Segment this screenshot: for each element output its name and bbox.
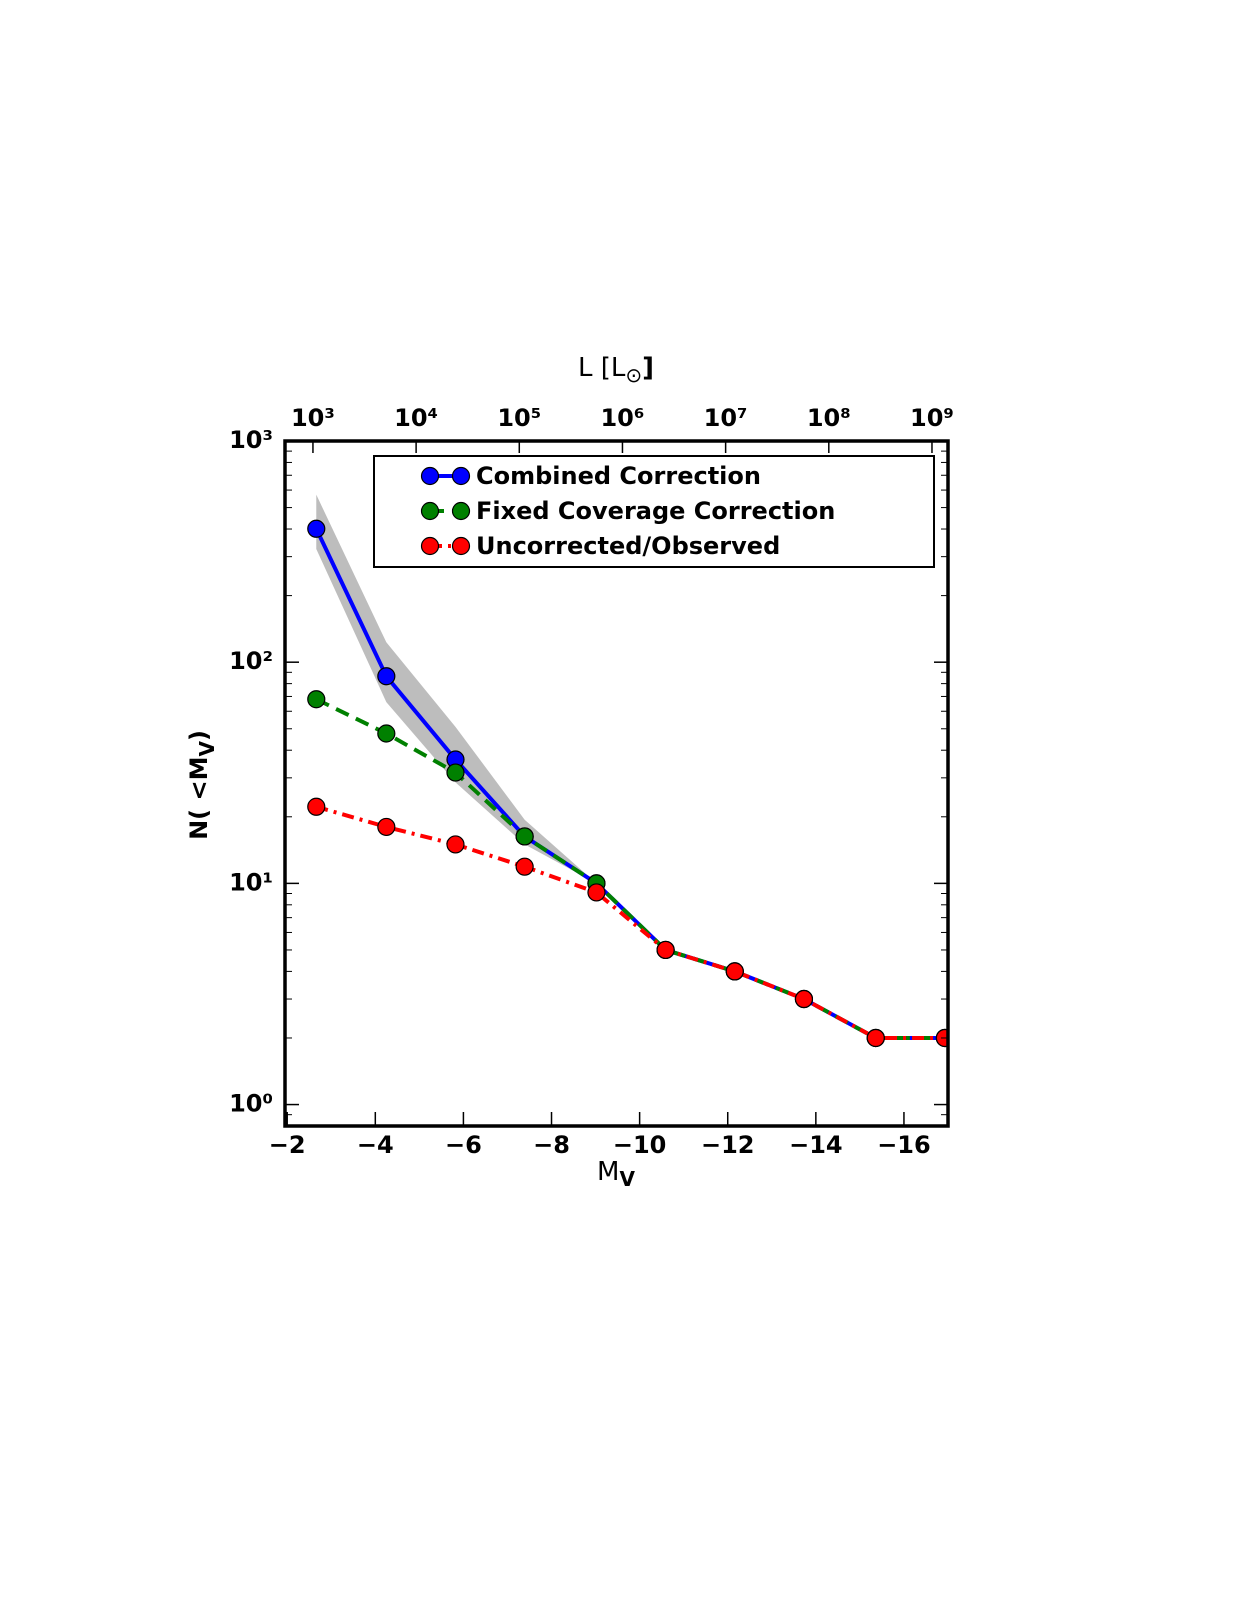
data-point xyxy=(377,724,396,743)
y-tick-label: 10⁰ xyxy=(229,1090,273,1118)
legend-marker xyxy=(420,466,440,486)
y-tick-label: 10¹ xyxy=(229,868,273,896)
data-point xyxy=(446,835,465,854)
data-point xyxy=(446,763,465,782)
legend-marker xyxy=(451,466,471,486)
x-label-sub: V xyxy=(619,1167,635,1191)
legend-label: Fixed Coverage Correction xyxy=(476,497,835,525)
series-line xyxy=(315,804,945,1040)
legend-marker xyxy=(451,501,471,521)
x2-label-main: L [L xyxy=(578,353,626,383)
x2-tick-label: 10⁷ xyxy=(704,404,748,432)
y-label-main: N( <M xyxy=(185,757,213,840)
x-tick-label: −16 xyxy=(877,1131,931,1159)
y-label-end: ) xyxy=(185,730,213,741)
data-point xyxy=(725,962,744,981)
plot-area xyxy=(307,494,948,1048)
x2-tick-label: 10⁹ xyxy=(910,404,954,432)
series-line xyxy=(314,527,945,1040)
data-point xyxy=(377,667,396,686)
data-point xyxy=(587,883,606,902)
legend-marker xyxy=(420,536,440,556)
legend-label: Uncorrected/Observed xyxy=(476,532,780,560)
legend-marker xyxy=(420,501,440,521)
x-tick-label: −6 xyxy=(445,1131,482,1159)
x-tick-label: −10 xyxy=(613,1131,667,1159)
series-line xyxy=(315,697,945,1040)
x-tick-label: −8 xyxy=(533,1131,570,1159)
y-label-sub: V xyxy=(195,741,219,757)
legend-marker xyxy=(451,536,471,556)
data-point xyxy=(656,940,675,960)
x-tick-label: −12 xyxy=(701,1131,755,1159)
data-point xyxy=(307,797,326,816)
data-point xyxy=(377,817,396,837)
data-point xyxy=(794,989,814,1009)
data-point xyxy=(866,1028,885,1048)
data-point xyxy=(307,690,326,709)
x-label-main: M xyxy=(597,1157,619,1187)
x2-tick-label: 10⁴ xyxy=(394,404,438,432)
x2-axis-label: L [L⊙] xyxy=(578,353,654,387)
x2-tick-label: 10⁵ xyxy=(497,404,541,432)
y-tick-label: 10² xyxy=(229,647,273,675)
x-tick-label: −14 xyxy=(789,1131,843,1159)
data-point xyxy=(515,827,534,846)
x2-tick-label: 10³ xyxy=(291,404,335,432)
x2-tick-label: 10⁶ xyxy=(600,404,644,432)
legend: Combined Correction Fixed Coverage Correc… xyxy=(373,455,935,568)
x2-label-sub: ⊙ xyxy=(625,363,642,387)
plot-frame xyxy=(283,439,950,1128)
y-tick-label: 10³ xyxy=(229,426,273,454)
data-point xyxy=(307,519,326,538)
y-axis-label: N( <MV) xyxy=(185,730,219,840)
x-tick-label: −2 xyxy=(269,1131,306,1159)
x-tick-label: −4 xyxy=(357,1131,394,1159)
x2-tick-label: 10⁸ xyxy=(807,404,851,432)
error-band xyxy=(316,494,945,1038)
data-point xyxy=(515,857,534,876)
x2-label-end: ] xyxy=(642,353,654,383)
x-axis-label: MV xyxy=(597,1157,635,1191)
legend-label: Combined Correction xyxy=(476,462,761,490)
